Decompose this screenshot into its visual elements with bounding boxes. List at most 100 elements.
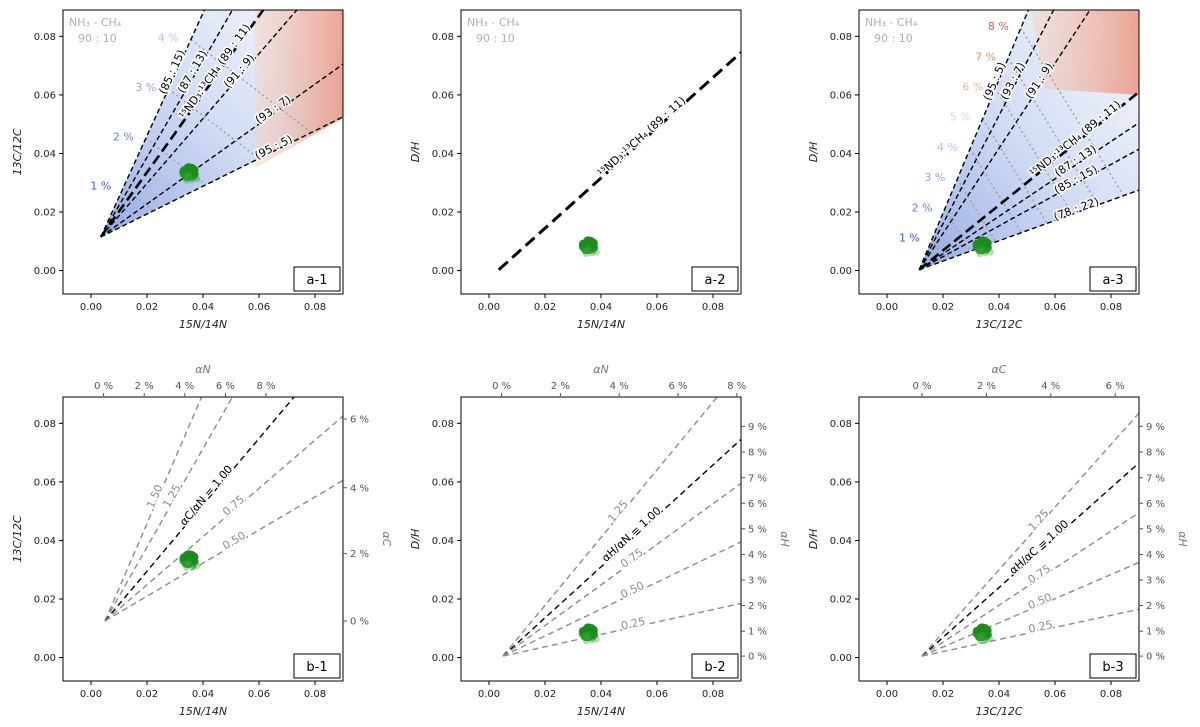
panel-label-box <box>691 266 739 292</box>
ratio-line <box>918 90 1139 271</box>
panel-label: b-3 <box>1102 660 1123 675</box>
ratio-line <box>100 10 298 238</box>
ratio-line <box>502 482 741 657</box>
top-tick-label: 2 % <box>135 381 154 392</box>
sample-scatter-point <box>975 633 982 640</box>
right-tick-label: 4 % <box>1146 550 1165 561</box>
x-tick-label: 0.00 <box>876 689 898 700</box>
percent-label: 2 % <box>113 130 134 143</box>
ratio-line-label: 0.50 <box>1026 591 1054 613</box>
x-axis-label: 15N/14N <box>577 318 625 331</box>
top-tick-label: 0 % <box>94 381 113 392</box>
iso-percent-line <box>982 118 1048 224</box>
right-tick-label: 8 % <box>1146 448 1165 459</box>
percent-label: 1 % <box>90 180 111 193</box>
right-tick-label: 6 % <box>1146 499 1165 510</box>
y-tick-label: 0.00 <box>830 653 852 664</box>
panel-a-2-plot-area <box>497 51 741 271</box>
x-axis-label: 13C/12C <box>975 705 1022 718</box>
sample-scatter-point <box>184 174 191 181</box>
x-tick-label: 0.00 <box>876 302 898 313</box>
right-tick-label: 6 % <box>748 499 767 510</box>
right-axis-label: αH <box>1176 531 1189 547</box>
ratio-line <box>502 541 741 657</box>
panel-label: a-1 <box>307 273 328 288</box>
percent-label: 3 % <box>135 81 156 94</box>
right-tick-label: 3 % <box>1146 575 1165 586</box>
right-tick-label: 2 % <box>350 549 369 560</box>
x-tick-label: 0.04 <box>192 689 214 700</box>
y-tick-label: 0.04 <box>432 149 454 160</box>
percent-label: 3 % <box>924 171 945 184</box>
ratio-line-label: ¹⁵ND₃:¹³CH₄ (89 : 11) <box>595 94 688 180</box>
y-tick-label: 0.06 <box>830 90 852 101</box>
y-tick-label: 0.08 <box>432 32 454 43</box>
plot-frame <box>460 396 742 682</box>
y-tick-label: 0.08 <box>34 32 56 43</box>
percent-label: 1 % <box>899 232 920 245</box>
y-tick-label: 0.00 <box>432 653 454 664</box>
ratio-line <box>918 122 1139 271</box>
right-tick-label: 6 % <box>350 414 369 425</box>
y-axis-label: D/H <box>409 142 422 162</box>
right-tick-label: 7 % <box>748 473 767 484</box>
sample-scatter-point <box>181 560 189 567</box>
right-tick-label: 5 % <box>748 524 767 535</box>
sample-point <box>186 170 195 179</box>
right-tick-label: 0 % <box>350 616 369 627</box>
sample-scatter-point <box>194 562 201 570</box>
ratio-line <box>921 608 1139 657</box>
y-tick-label: 0.06 <box>34 90 56 101</box>
panel-label-box <box>1089 266 1137 292</box>
ratio-line <box>921 512 1139 657</box>
right-axis-label: αC <box>380 532 393 547</box>
top-tick-label: 8 % <box>256 381 275 392</box>
x-tick-label: 0.04 <box>988 689 1010 700</box>
sample-scatter-point <box>987 636 994 643</box>
y-tick-label: 0.08 <box>34 419 56 430</box>
sample-scatter-point <box>978 632 986 639</box>
right-tick-label: 0 % <box>748 652 767 663</box>
percent-label: 4 % <box>937 141 958 154</box>
percent-label: 2 % <box>912 201 933 214</box>
x-tick-label: 0.02 <box>534 302 556 313</box>
sample-scatter-point <box>584 247 591 254</box>
ratio-line-label: 0.50 <box>220 529 248 553</box>
sample-scatter-point <box>977 247 985 254</box>
sample-point <box>972 629 981 638</box>
ratio-line <box>921 462 1139 657</box>
top-axis-label: αN <box>195 363 210 376</box>
panel-a-1-plot-area <box>99 10 343 238</box>
sample-scatter-point <box>987 249 994 256</box>
ratio-line <box>918 10 1091 271</box>
x-tick-label: 0.00 <box>80 689 102 700</box>
x-axis-label: 15N/14N <box>179 705 227 718</box>
sample-scatter-point <box>581 246 588 253</box>
top-tick-label: 6 % <box>1106 381 1125 392</box>
legend-title: NH₃ - CH₄ <box>865 16 918 29</box>
right-tick-label: 9 % <box>748 422 767 433</box>
right-axis-label: αH <box>778 531 791 547</box>
y-tick-label: 0.06 <box>432 90 454 101</box>
x-tick-label: 0.06 <box>1044 302 1066 313</box>
ratio-line <box>502 438 741 657</box>
y-tick-label: 0.02 <box>830 595 852 606</box>
x-tick-label: 0.00 <box>80 302 102 313</box>
right-tick-label: 4 % <box>350 483 369 494</box>
top-axis-label: αC <box>992 363 1007 376</box>
top-tick-label: 8 % <box>727 381 746 392</box>
iso-percent-line <box>167 88 260 160</box>
right-tick-label: 1 % <box>1146 627 1165 638</box>
ratio-line-label: 0.75 <box>1026 562 1054 586</box>
sample-scatter-point <box>977 634 985 641</box>
sample-point <box>179 556 188 565</box>
ratio-line-label: 1.25 <box>160 482 183 510</box>
panel-label: b-1 <box>306 660 327 675</box>
ratio-line <box>502 602 741 657</box>
right-tick-label: 1 % <box>748 627 767 638</box>
right-tick-label: 9 % <box>1146 422 1165 433</box>
sample-scatter-point <box>588 637 595 644</box>
sample-scatter-point <box>194 175 201 183</box>
